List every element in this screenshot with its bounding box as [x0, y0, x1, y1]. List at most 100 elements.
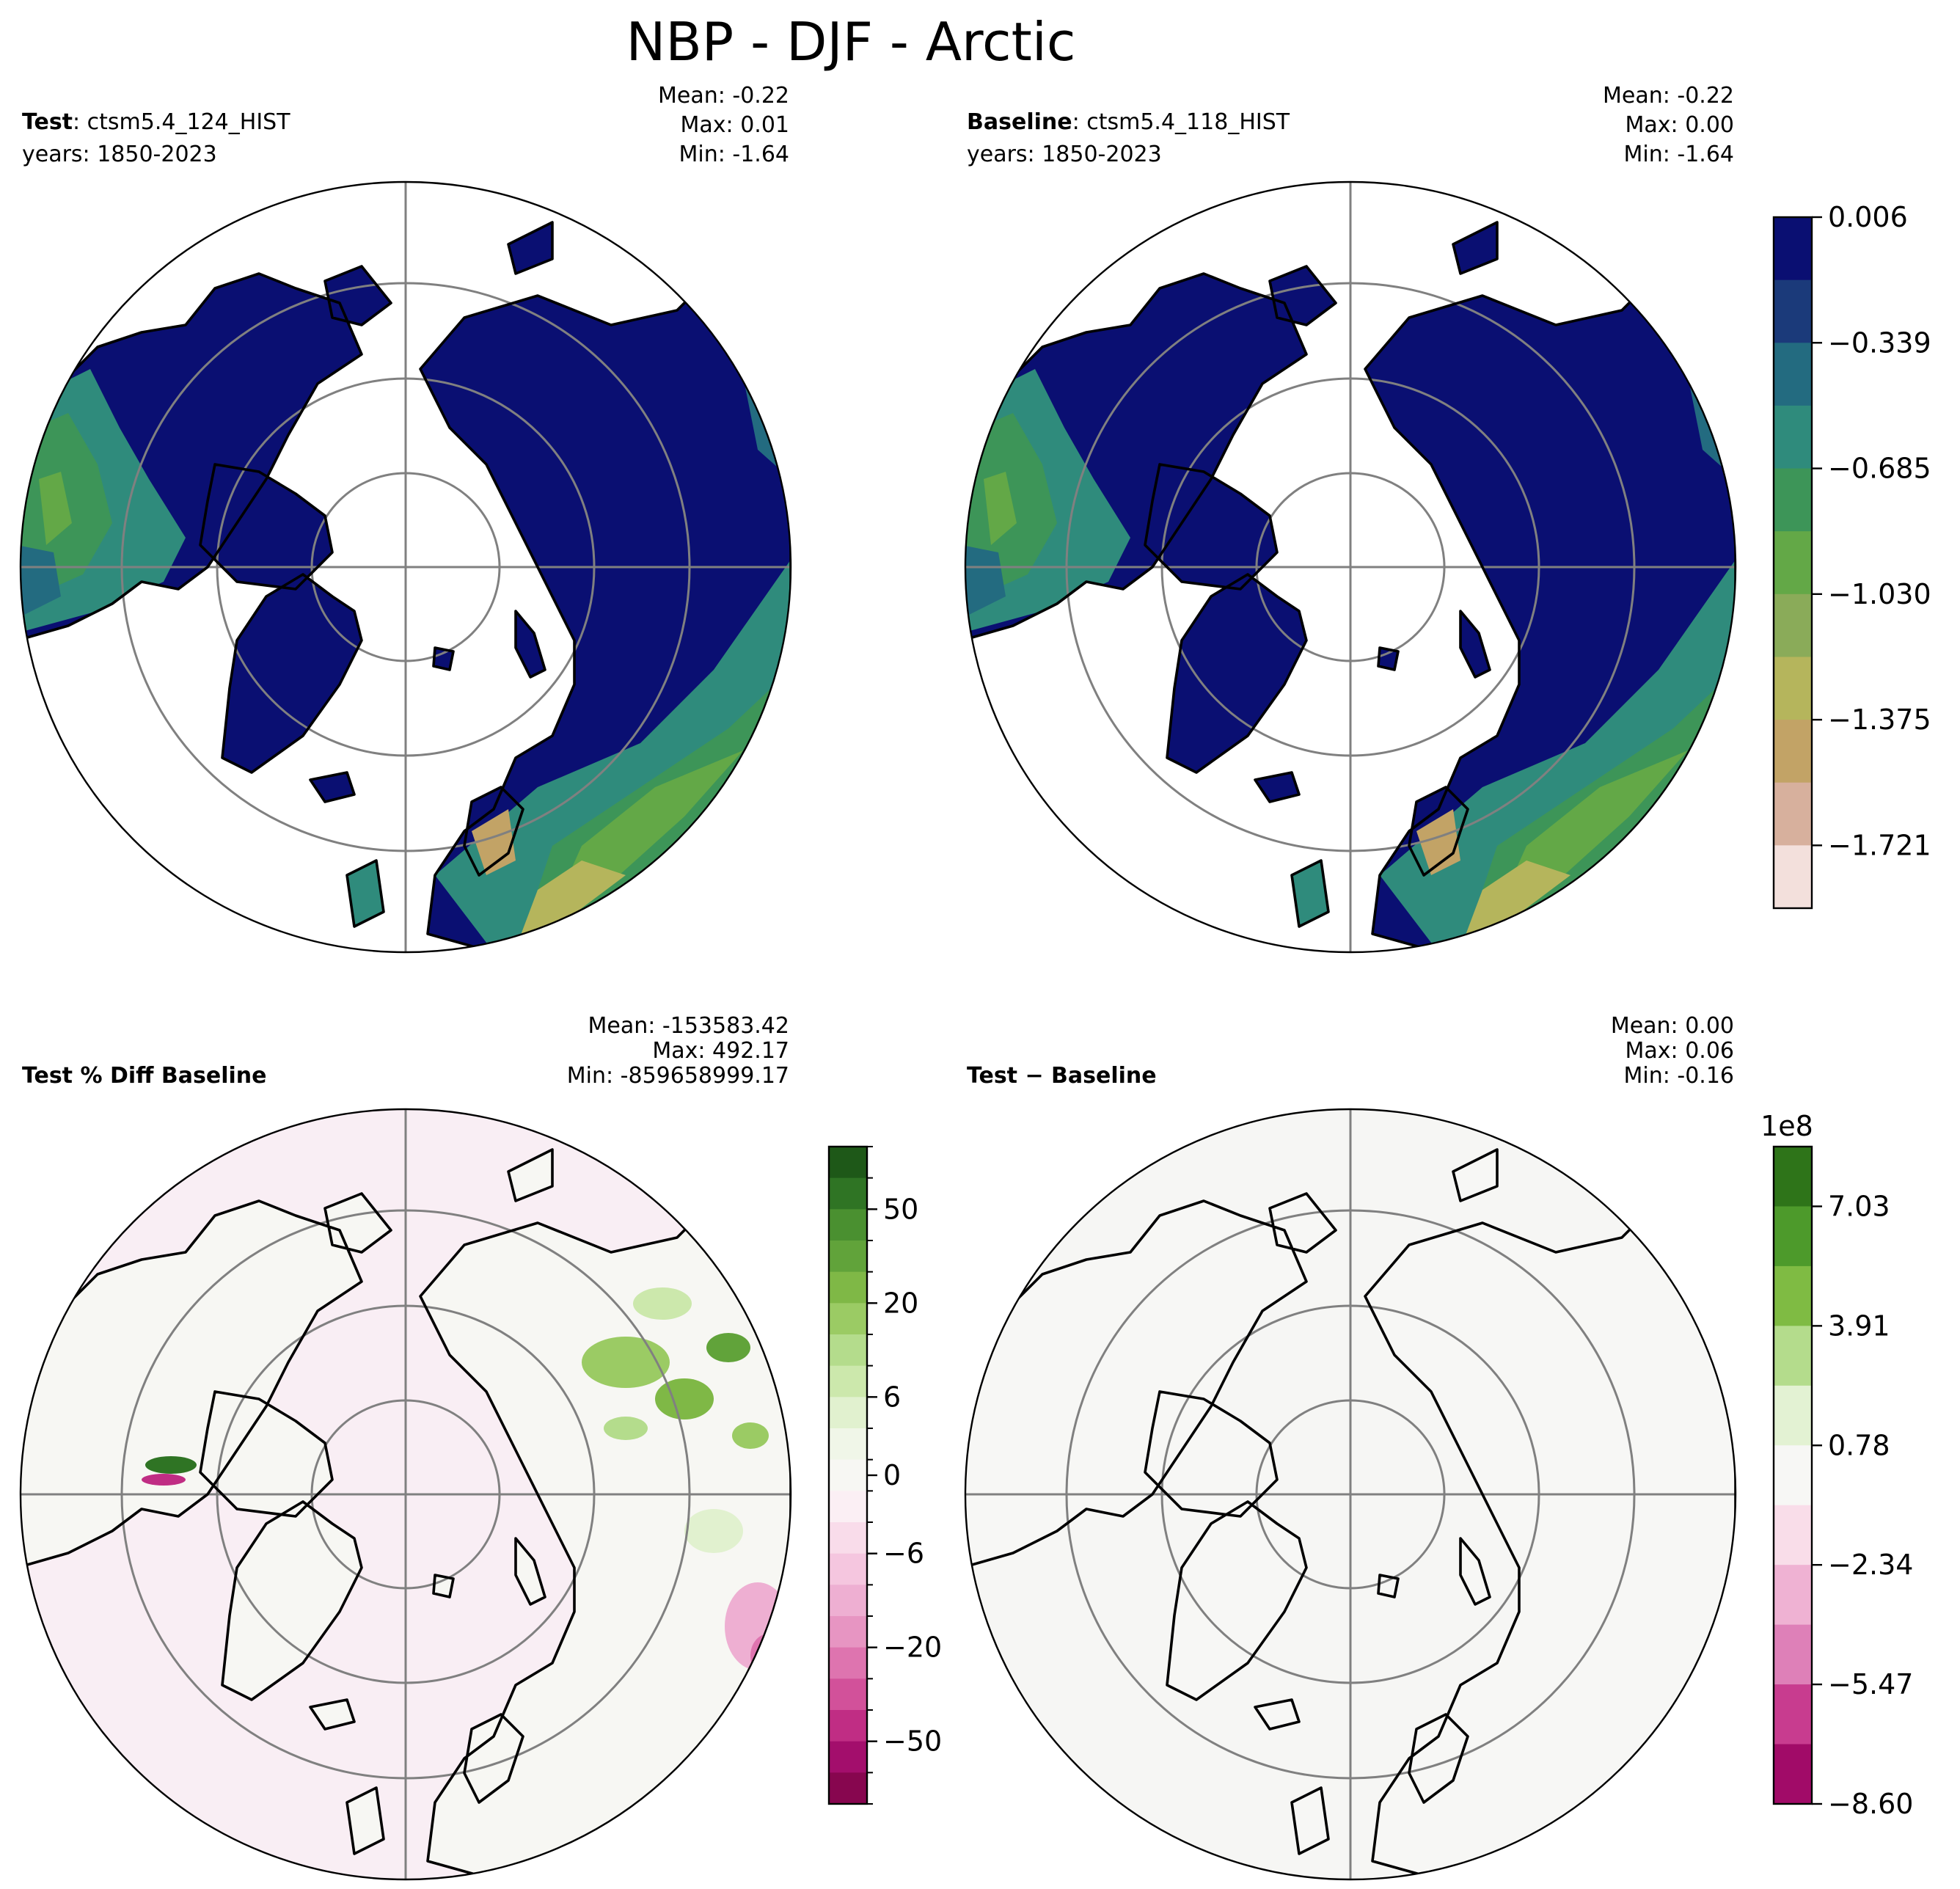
cb-top-segment [1774, 845, 1812, 909]
cb-pct-segment [829, 1334, 867, 1367]
cb-pct-segment [829, 1678, 867, 1711]
panel-label: Baseline: ctsm5.4_118_HIST [967, 109, 1290, 135]
cb-pct-segment [829, 1553, 867, 1586]
cb-pct-segment [829, 1271, 867, 1304]
cb-top-segment [1774, 279, 1812, 344]
stat-mean: Mean: 0.00 [1611, 1013, 1734, 1039]
map-test [19, 180, 792, 954]
cb-pct-tick-label: 50 [883, 1193, 918, 1225]
stat-max: Max: 0.01 [681, 112, 789, 138]
cb-top-segment [1774, 720, 1812, 783]
cb-diff-segment [1774, 1565, 1812, 1626]
cb-diff-tick-label: −8.60 [1828, 1788, 1913, 1820]
panel-diff: Test − Baseline Mean: 0.00 Max: 0.06 Min… [964, 1013, 1737, 1881]
stat-min: Min: -1.64 [679, 142, 790, 167]
stat-max: Max: 0.00 [1626, 112, 1734, 138]
panel-label: Test % Diff Baseline [22, 1063, 267, 1089]
cb-pct-segment [829, 1616, 867, 1648]
stat-mean: Mean: -0.22 [1603, 83, 1734, 109]
panel-test: Test: ctsm5.4_124_HIST years: 1850-2023 … [19, 83, 792, 954]
cb-pct-segment [829, 1741, 867, 1774]
cb-pct-segment [829, 1303, 867, 1335]
cb-pct-segment [829, 1491, 867, 1523]
stat-min: Min: -0.16 [1624, 1063, 1735, 1089]
cb-diff-outline [1772, 1145, 1813, 1805]
cb-top-outline [1772, 216, 1813, 910]
cb-diff-segment [1774, 1385, 1812, 1447]
cb-pct-segment [829, 1647, 867, 1680]
cb-pct-segment [829, 1397, 867, 1429]
cb-top-tick-label: −0.339 [1828, 326, 1931, 359]
cb-pct-segment [829, 1710, 867, 1742]
stat-min: Min: -859658999.17 [567, 1063, 789, 1089]
figure-title: NBP - DJF - Arctic [626, 11, 1076, 73]
cb-top-segment [1774, 657, 1812, 720]
panel-label: Test − Baseline [967, 1063, 1157, 1089]
cb-pct-segment [829, 1209, 867, 1241]
cb-diff-segment [1774, 1206, 1812, 1267]
cb-diff-segment [1774, 1326, 1812, 1386]
cb-pct-tick-label: −6 [883, 1538, 924, 1570]
cb-diff-tick-label: −2.34 [1828, 1549, 1913, 1581]
colorbar-diff: 7.03 3.91 0.78 −2.34 −5.47 −8.60 [1772, 1145, 1913, 1820]
stat-max: Max: 0.06 [1626, 1038, 1734, 1064]
cb-diff-tick-label: 3.91 [1828, 1309, 1890, 1342]
cb-diff-segment [1774, 1744, 1812, 1805]
cb-diff-segment [1774, 1624, 1812, 1685]
cb-pct-tick-label: −50 [883, 1725, 942, 1758]
panel-label: Test: ctsm5.4_124_HIST [22, 109, 290, 135]
cb-top-segment [1774, 531, 1812, 595]
cb-top-segment [1774, 593, 1812, 658]
cb-diff-segment [1774, 1147, 1812, 1207]
cb-pct-tick-label: 6 [883, 1381, 901, 1413]
cb-pct-segment [829, 1147, 867, 1179]
cb-top-segment [1774, 217, 1812, 281]
cb-pct-tick-label: −20 [883, 1632, 942, 1664]
cb-top-tick-label: −0.685 [1828, 453, 1931, 485]
panel-label-bold: Test [22, 109, 73, 135]
panel-years: years: 1850-2023 [22, 142, 217, 167]
cb-diff-tick-label: 0.78 [1828, 1429, 1890, 1461]
stat-min: Min: -1.64 [1624, 142, 1735, 167]
cb-top-tick-label: −1.721 [1828, 829, 1931, 861]
stat-mean: Mean: -153583.42 [588, 1013, 789, 1039]
colorbar-pctdiff: 50 20 6 0 −6 −20 −50 [827, 1145, 942, 1805]
panel-label-bold: Baseline [967, 109, 1072, 135]
cb-pct-segment [829, 1241, 867, 1273]
cb-pct-tick-label: 20 [883, 1287, 918, 1319]
cb-diff-tick-label: −5.47 [1828, 1668, 1913, 1700]
cb-diff-segment [1774, 1445, 1812, 1506]
map-diff [964, 1108, 1737, 1881]
cb-pct-segment [829, 1177, 867, 1210]
panel-label-bold: Test − Baseline [967, 1063, 1157, 1089]
cb-pct-segment [829, 1459, 867, 1492]
cb-diff-segment [1774, 1265, 1812, 1327]
cb-diff-segment [1774, 1684, 1812, 1745]
panel-pctdiff: Test % Diff Baseline Mean: -153583.42 Ma… [19, 1013, 792, 1881]
panel-baseline: Baseline: ctsm5.4_118_HIST years: 1850-2… [964, 83, 1737, 954]
panel-label-rest: : ctsm5.4_124_HIST [73, 109, 290, 135]
cb-top-segment [1774, 405, 1812, 469]
cb-pct-segment [829, 1522, 867, 1554]
cb-diff-segment [1774, 1505, 1812, 1565]
cb-pct-segment [829, 1428, 867, 1461]
cb-top-tick-label: 0.006 [1828, 201, 1908, 233]
panel-label-bold: Test % Diff Baseline [22, 1063, 267, 1089]
cb-pct-segment [829, 1365, 867, 1398]
stat-mean: Mean: -0.22 [658, 83, 789, 109]
map-pctdiff [19, 1108, 792, 1881]
cb-diff-tick-label: 7.03 [1828, 1190, 1890, 1222]
cb-pct-segment [829, 1585, 867, 1617]
cb-top-segment [1774, 468, 1812, 532]
cb-top-segment [1774, 343, 1812, 406]
cb-pct-segment [829, 1772, 867, 1805]
stat-max: Max: 492.17 [652, 1038, 789, 1064]
cb-top-tick-label: −1.375 [1828, 704, 1931, 736]
cb-top-segment [1774, 782, 1812, 847]
cb-pct-tick-label: 0 [883, 1459, 901, 1491]
panel-label-rest: : ctsm5.4_118_HIST [1072, 109, 1290, 135]
colorbar-exponent: 1e8 [1760, 1110, 1813, 1142]
colorbar-top: 0.006 −0.339 −0.685 −1.030 −1.375 −1.721 [1772, 201, 1931, 910]
panel-years: years: 1850-2023 [967, 142, 1162, 167]
